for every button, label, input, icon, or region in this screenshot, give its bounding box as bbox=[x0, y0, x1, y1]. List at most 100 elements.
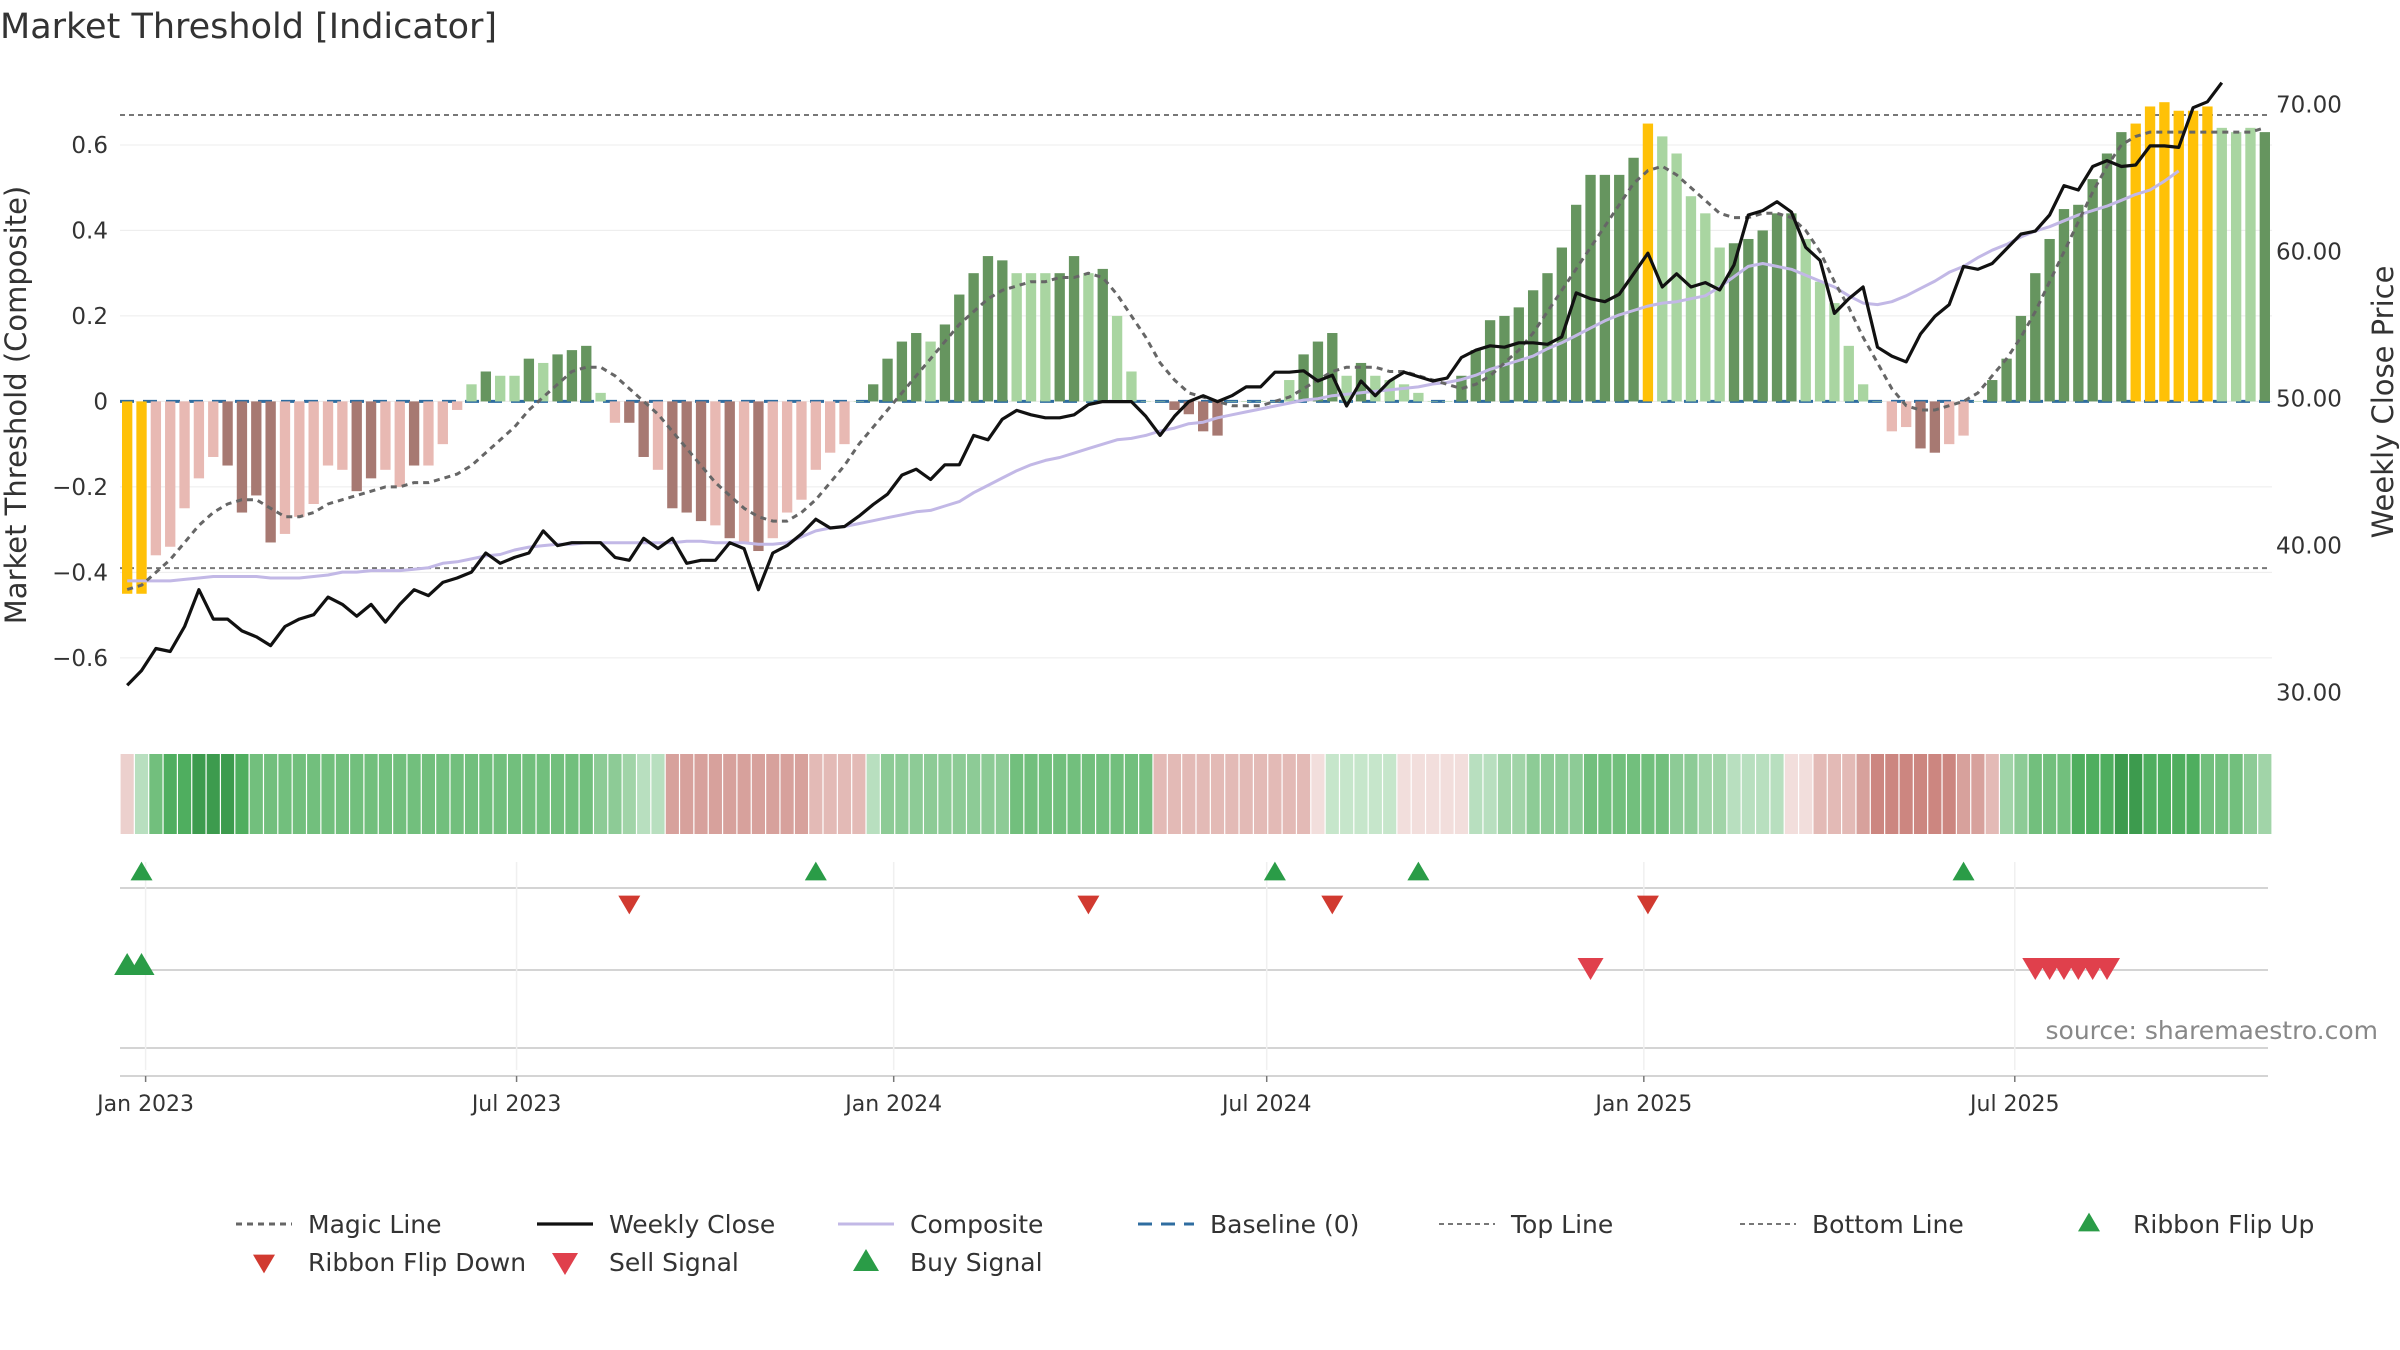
composite-bar bbox=[2245, 127, 2256, 402]
ribbon-segment bbox=[651, 754, 665, 834]
composite-bar bbox=[1068, 256, 1080, 402]
ribbon-segment bbox=[1756, 754, 1770, 834]
ribbon-segment bbox=[1124, 754, 1139, 834]
composite-bar bbox=[1771, 213, 1783, 402]
composite-bar bbox=[2116, 132, 2127, 402]
ribbon-segment bbox=[2028, 754, 2042, 834]
ribbon-segment bbox=[1627, 754, 1641, 834]
composite-bar bbox=[753, 401, 764, 552]
ribbon-segment bbox=[1784, 754, 1798, 834]
ribbon-segment bbox=[1799, 754, 1813, 834]
composite-bar bbox=[1255, 401, 1266, 402]
ribbon-segment bbox=[608, 754, 622, 834]
composite-bar bbox=[308, 401, 319, 504]
ribbon-segment bbox=[1368, 754, 1382, 834]
ribbon-segment bbox=[1268, 754, 1282, 834]
composite-bar bbox=[1657, 136, 1668, 402]
composite-bar bbox=[1111, 315, 1123, 402]
ribbon-segment bbox=[1583, 754, 1598, 834]
ribbon-segment bbox=[1741, 754, 1755, 834]
ribbon-segment bbox=[321, 754, 335, 834]
composite-bar bbox=[1886, 401, 1897, 432]
legend-label: Composite bbox=[910, 1210, 1043, 1239]
ribbon-segment bbox=[967, 754, 981, 834]
composite-bar bbox=[1843, 345, 1854, 402]
ribbon-segment bbox=[895, 754, 909, 834]
composite-bar bbox=[251, 401, 262, 496]
composite-bars bbox=[122, 102, 2270, 594]
composite-bar bbox=[581, 345, 592, 402]
ribbon-segment bbox=[737, 754, 751, 834]
ribbon-segment bbox=[134, 754, 149, 834]
composite-bar bbox=[265, 401, 276, 543]
ribbon-segment bbox=[1770, 754, 1784, 834]
ribbon-segment bbox=[981, 754, 995, 834]
ribbon-segment bbox=[149, 754, 163, 834]
price-lines bbox=[126, 81, 2266, 687]
ribbon-segment bbox=[665, 754, 679, 834]
ribbon-segment bbox=[1053, 754, 1067, 834]
ribbon-segment bbox=[1555, 754, 1569, 834]
ribbon-segment bbox=[364, 754, 378, 834]
ribbon-segment bbox=[1426, 754, 1440, 834]
ribbon-segment bbox=[1899, 754, 1913, 834]
composite-bar bbox=[1312, 341, 1324, 402]
composite-bar bbox=[1958, 401, 1969, 436]
ribbon-segment bbox=[852, 754, 866, 834]
ribbon-segment bbox=[995, 754, 1009, 834]
composite-bar bbox=[839, 401, 850, 445]
ribbon-segment bbox=[450, 754, 464, 834]
ribbon-flip-up-marker bbox=[804, 861, 827, 881]
ribbon-segment bbox=[2114, 754, 2128, 834]
composite-bar bbox=[1728, 243, 1740, 402]
ribbon-segment bbox=[2086, 754, 2100, 834]
ribbon-segment bbox=[723, 754, 737, 834]
right-tick-label: 70.00 bbox=[2276, 93, 2342, 119]
ribbon-segment bbox=[120, 754, 134, 834]
threshold-lines bbox=[120, 114, 2270, 570]
ribbon-segment bbox=[1655, 754, 1669, 834]
composite-bar bbox=[480, 371, 492, 402]
composite-bar bbox=[667, 401, 678, 509]
ribbon-segment bbox=[880, 754, 895, 834]
ribbon-segment bbox=[2200, 754, 2215, 834]
ribbon-segment bbox=[780, 754, 794, 834]
ribbon-segment bbox=[1081, 754, 1095, 834]
legend-label: Magic Line bbox=[308, 1210, 442, 1239]
composite-bar bbox=[1714, 247, 1725, 402]
composite-bar bbox=[1140, 401, 1151, 402]
ribbon-segment bbox=[579, 754, 593, 834]
ribbon-segment bbox=[809, 754, 823, 834]
ribbon-segment bbox=[1569, 754, 1583, 834]
ribbon-flip-up-marker bbox=[1952, 861, 1975, 881]
ribbon-segment bbox=[694, 754, 708, 834]
composite-bar bbox=[451, 401, 463, 410]
date-tick-label: Jan 2025 bbox=[1593, 1092, 1692, 1117]
legend-label: Sell Signal bbox=[609, 1248, 739, 1277]
ribbon-segment bbox=[1225, 754, 1239, 834]
date-tick-label: Jan 2023 bbox=[95, 1092, 194, 1117]
composite-bar bbox=[911, 333, 922, 402]
ribbon-segment bbox=[952, 754, 966, 834]
date-tick-label: Jul 2025 bbox=[1968, 1092, 2060, 1117]
ribbon-segment bbox=[2100, 754, 2114, 834]
left-axis-label: Market Threshold (Composite) bbox=[0, 186, 33, 624]
right-tick-label: 40.00 bbox=[2276, 534, 2342, 560]
legend-item-baseline: Baseline (0) bbox=[1138, 1210, 1359, 1239]
composite-bar bbox=[179, 401, 190, 509]
composite-bar bbox=[394, 401, 405, 487]
composite-bar bbox=[279, 401, 291, 534]
composite-bar bbox=[1025, 273, 1037, 402]
composite-bar bbox=[853, 401, 865, 402]
signal-markers bbox=[114, 861, 2121, 1276]
composite-bar bbox=[1671, 153, 1682, 402]
composite-bar bbox=[122, 401, 133, 594]
ribbon-segment bbox=[1713, 754, 1727, 834]
composite-bar bbox=[925, 341, 936, 402]
composite-bar bbox=[1800, 238, 1811, 402]
composite-bar bbox=[695, 401, 707, 522]
ribbon-segment bbox=[1942, 754, 1956, 834]
ribbon-segment bbox=[335, 754, 349, 834]
left-tick-label: −0.2 bbox=[52, 475, 108, 501]
ribbon-flip-down-marker bbox=[1636, 895, 1659, 915]
